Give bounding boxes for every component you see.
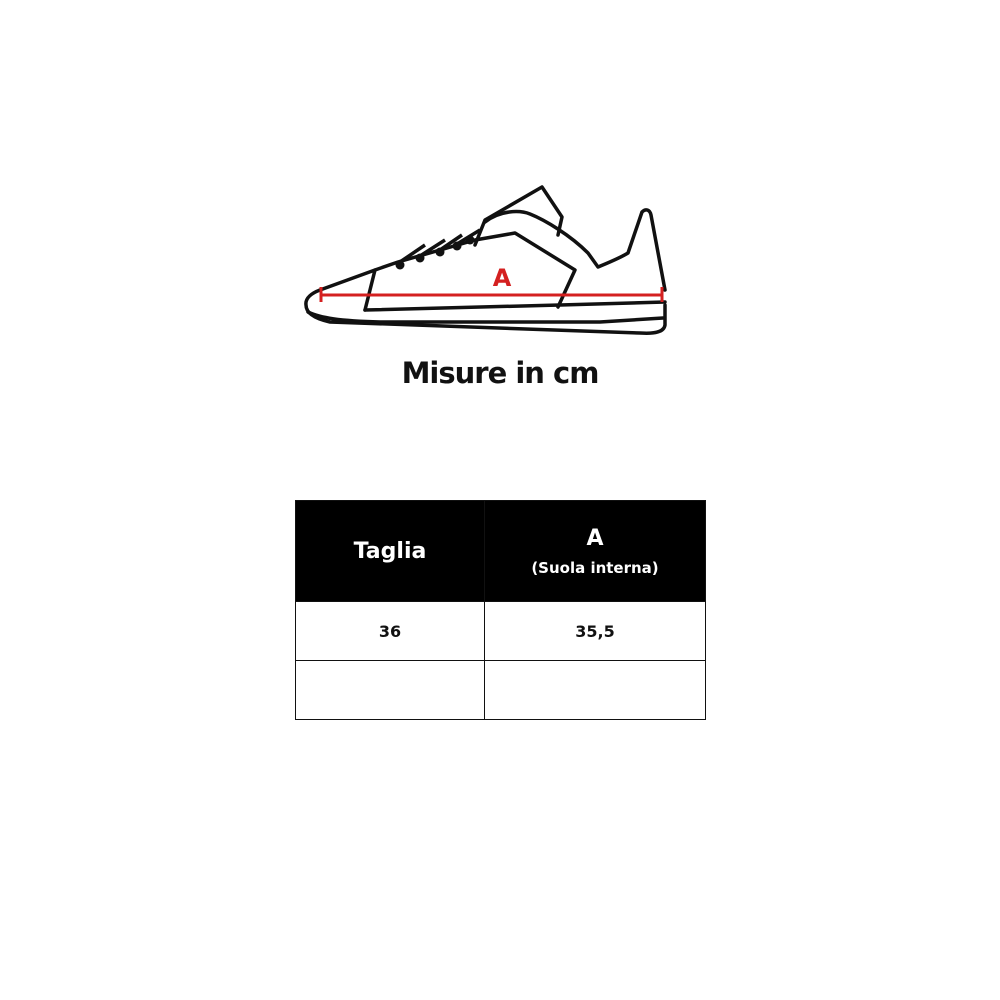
cell-measure <box>484 660 706 720</box>
cell-size <box>295 660 485 720</box>
header-measure-label: A <box>586 525 604 551</box>
table-header-row: Taglia A (Suola interna) <box>295 500 706 602</box>
caption: Misure in cm <box>401 356 600 390</box>
measure-line-a <box>319 287 664 302</box>
cell-measure: 35,5 <box>484 601 706 661</box>
header-size-label: Taglia <box>353 538 427 564</box>
table-row: 36 35,5 <box>295 601 706 661</box>
size-table: Taglia A (Suola interna) 36 35,5 <box>295 500 706 720</box>
header-size: Taglia <box>295 500 485 602</box>
table-row <box>295 660 706 720</box>
header-measure-sub: (Suola interna) <box>531 558 659 577</box>
shoe-outline <box>304 185 667 335</box>
measure-label: A <box>493 264 512 292</box>
cell-size: 36 <box>295 601 485 661</box>
lace-holes <box>395 228 481 270</box>
header-measure: A (Suola interna) <box>484 500 706 602</box>
shoe-diagram: A <box>304 185 667 335</box>
